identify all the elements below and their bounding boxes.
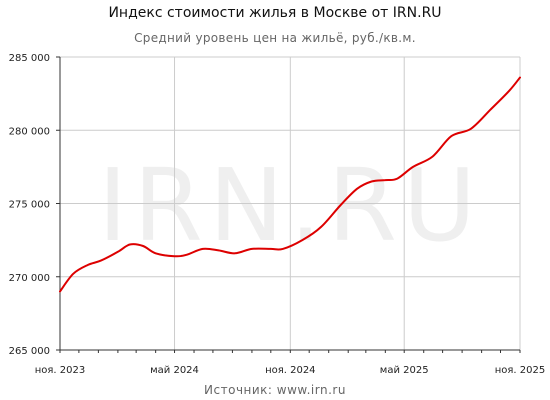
x-tick-label: ноя. 2023 (35, 365, 85, 376)
y-tick-label: 270 000 (9, 273, 50, 284)
x-tick-label: май 2025 (380, 365, 429, 376)
series-group (59, 76, 521, 293)
y-tick-label: 285 000 (9, 53, 50, 64)
chart-subtitle: Средний уровень цен на жильё, руб./кв.м. (134, 31, 416, 45)
x-tick-label: ноя. 2025 (495, 365, 545, 376)
y-tick-label: 265 000 (9, 346, 50, 357)
y-tick-label: 280 000 (9, 126, 50, 137)
x-axis-ticks: ноя. 2023 май 2024 ноя. 2024 май 2025 ноя. 2… (35, 350, 545, 376)
source-note: Источник: www.irn.ru (204, 383, 346, 397)
y-tick-label: 275 000 (9, 200, 50, 211)
grid (59, 56, 521, 351)
y-axis-ticks: 265 000 270 000 275 000 280 000 285 000 (9, 53, 60, 357)
x-tick-label: ноя. 2024 (265, 365, 315, 376)
chart-title: Индекс стоимости жилья в Москве от IRN.R… (108, 5, 442, 21)
price-index-line (59, 76, 521, 293)
x-tick-label: май 2024 (150, 365, 199, 376)
